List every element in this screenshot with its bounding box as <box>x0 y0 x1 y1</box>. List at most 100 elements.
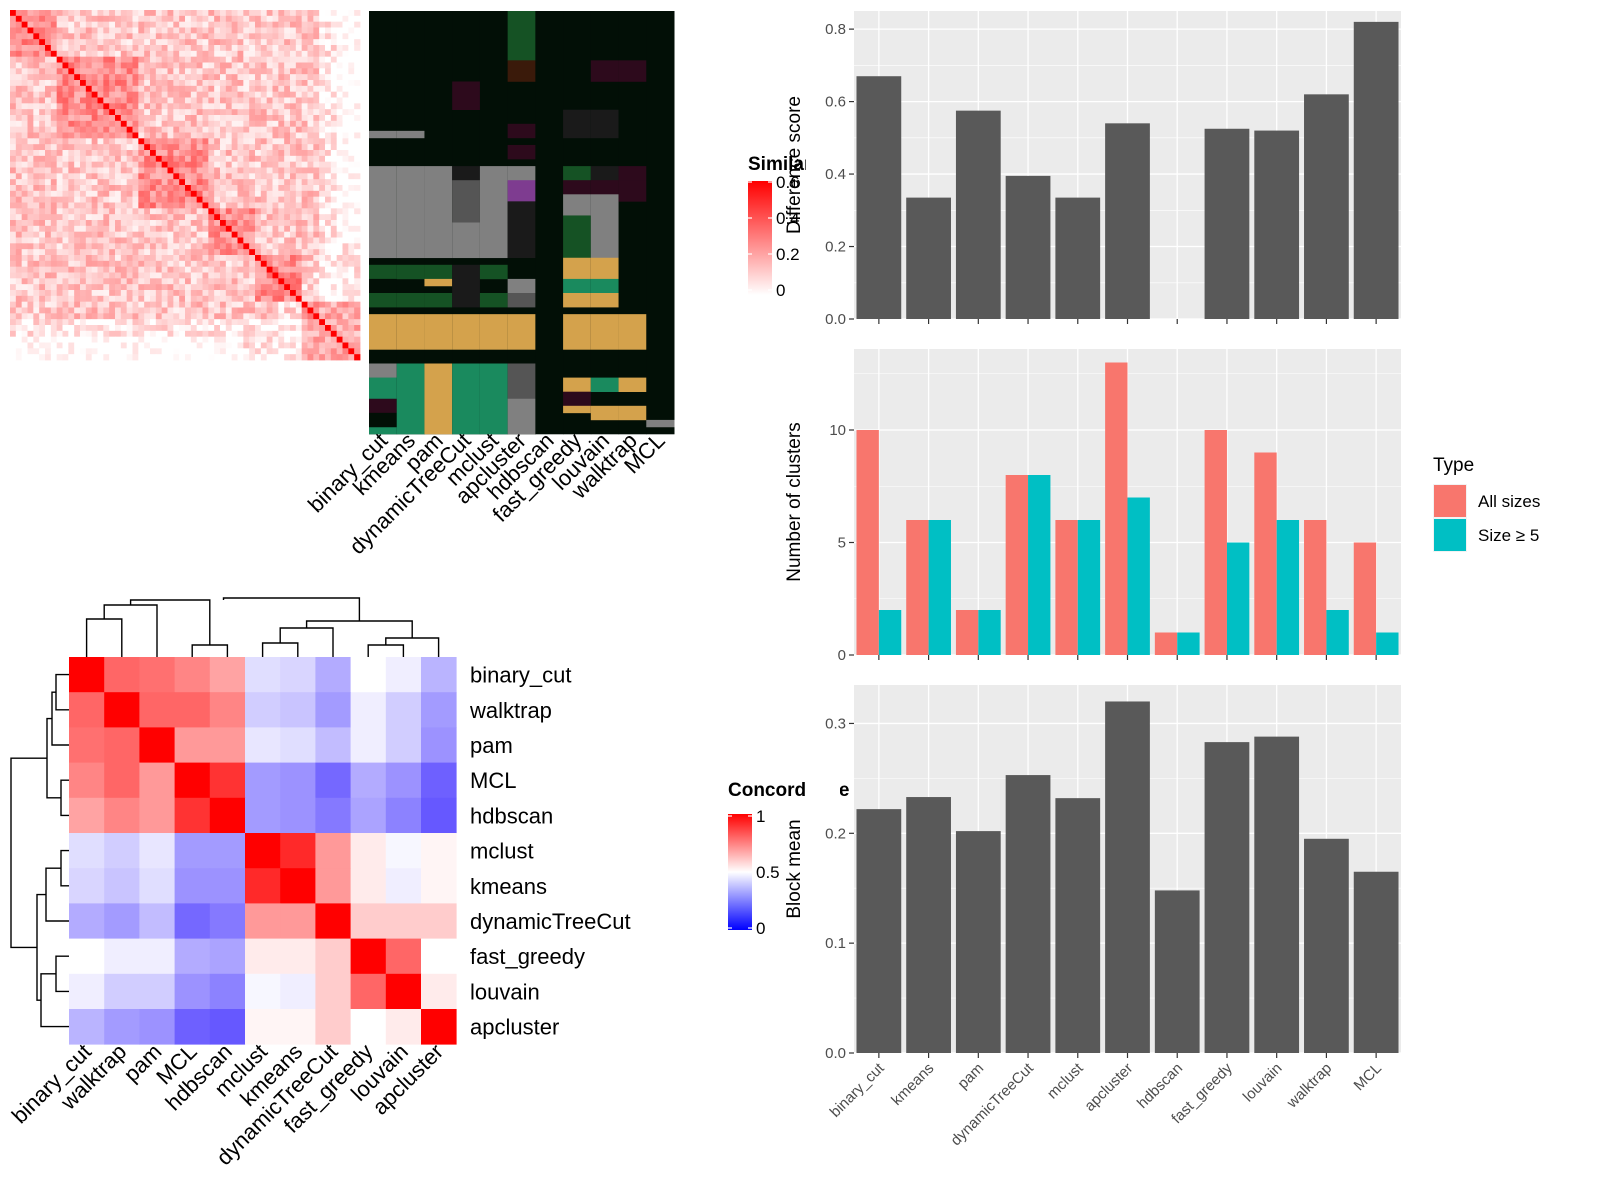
similarity-cell <box>266 319 273 326</box>
concordance-cell <box>421 692 457 728</box>
similarity-cell <box>348 109 355 116</box>
similarity-cell <box>115 126 122 133</box>
similarity-cell <box>56 354 63 361</box>
similarity-cell <box>21 138 28 145</box>
similarity-cell <box>126 330 133 338</box>
similarity-cell <box>126 27 133 34</box>
similarity-cell <box>167 115 174 122</box>
similarity-cell <box>348 290 355 297</box>
similarity-cell <box>10 167 17 174</box>
similarity-cell <box>342 196 349 203</box>
method-tile <box>563 166 592 181</box>
similarity-cell <box>243 196 250 203</box>
similarity-cell <box>307 295 314 303</box>
similarity-cell <box>10 243 17 250</box>
similarity-cell <box>342 80 349 87</box>
similarity-cell <box>190 115 198 122</box>
similarity-cell <box>45 325 52 332</box>
similarity-cell <box>307 173 314 180</box>
concordance-cell <box>209 797 246 834</box>
similarity-cell <box>196 260 203 268</box>
similarity-cell <box>342 249 349 256</box>
similarity-cell <box>126 39 133 46</box>
similarity-cell <box>290 167 297 174</box>
similarity-cell <box>196 10 203 17</box>
similarity-cell <box>260 21 268 28</box>
similarity-cell <box>202 272 209 279</box>
similarity-cell <box>249 190 256 198</box>
similarity-cell <box>295 50 303 58</box>
similarity-cell <box>220 109 227 116</box>
similarity-cell <box>185 74 192 81</box>
similarity-cell <box>225 126 233 133</box>
similarity-cell <box>27 91 34 98</box>
similarity-cell <box>202 313 209 320</box>
bar <box>906 197 951 319</box>
similarity-cell <box>301 155 308 163</box>
similarity-cell <box>109 179 116 186</box>
similarity-cell <box>319 330 326 338</box>
method-tile <box>563 278 592 294</box>
similarity-cell <box>132 138 139 145</box>
similarity-cell <box>278 39 285 46</box>
similarity-cell <box>115 80 122 87</box>
similarity-cell <box>185 260 192 268</box>
similarity-cell <box>225 91 233 98</box>
similarity-cell <box>10 103 17 110</box>
similarity-cell <box>109 220 116 227</box>
bar <box>1353 871 1399 1053</box>
similarity-cell <box>214 27 221 34</box>
similarity-cell <box>336 45 343 52</box>
similarity-cell <box>260 325 268 332</box>
similarity-cell <box>255 179 262 186</box>
similarity-cell <box>45 74 52 81</box>
similarity-cell <box>85 167 93 174</box>
similarity-cell <box>272 56 279 63</box>
similarity-cell <box>167 307 174 314</box>
similarity-cell <box>278 220 285 227</box>
similarity-cell <box>45 185 52 192</box>
concordance-cell <box>174 797 211 834</box>
similarity-cell <box>56 115 63 122</box>
similarity-cell <box>325 237 332 244</box>
similarity-cell <box>249 196 256 203</box>
similarity-cell <box>243 109 250 116</box>
similarity-cell <box>313 220 320 227</box>
similarity-cell <box>290 196 297 203</box>
similarity-cell <box>33 255 40 262</box>
similarity-cell <box>27 249 34 256</box>
similarity-cell <box>97 225 104 233</box>
similarity-cell <box>80 307 87 314</box>
similarity-cell <box>138 220 145 227</box>
similarity-cell <box>50 56 58 63</box>
similarity-cell <box>68 109 75 116</box>
similarity-cell <box>295 80 303 87</box>
similarity-cell <box>225 284 233 291</box>
similarity-cell <box>21 260 28 268</box>
similarity-cell <box>190 260 198 268</box>
similarity-cell <box>91 126 98 133</box>
similarity-cell <box>325 27 332 34</box>
similarity-cell <box>62 173 69 180</box>
similarity-cell <box>330 249 338 256</box>
similarity-cell <box>120 266 128 273</box>
similarity-cell <box>120 190 128 198</box>
similarity-cell <box>144 290 151 297</box>
similarity-cell <box>103 190 110 198</box>
method-tile <box>618 166 647 181</box>
similarity-cell <box>62 167 69 174</box>
similarity-cell <box>155 243 163 250</box>
similarity-cell <box>313 214 320 221</box>
similarity-cell <box>284 39 291 46</box>
similarity-cell <box>342 290 349 297</box>
similarity-cell <box>354 313 361 320</box>
concordance-cell <box>174 657 211 693</box>
similarity-cell <box>278 21 285 28</box>
method-tile <box>479 166 509 181</box>
similarity-cell <box>225 336 233 343</box>
concordance-heatmap <box>69 657 457 1045</box>
similarity-cell <box>319 220 326 227</box>
similarity-cell <box>313 284 320 291</box>
similarity-cell <box>150 155 157 163</box>
similarity-cell <box>237 266 244 273</box>
